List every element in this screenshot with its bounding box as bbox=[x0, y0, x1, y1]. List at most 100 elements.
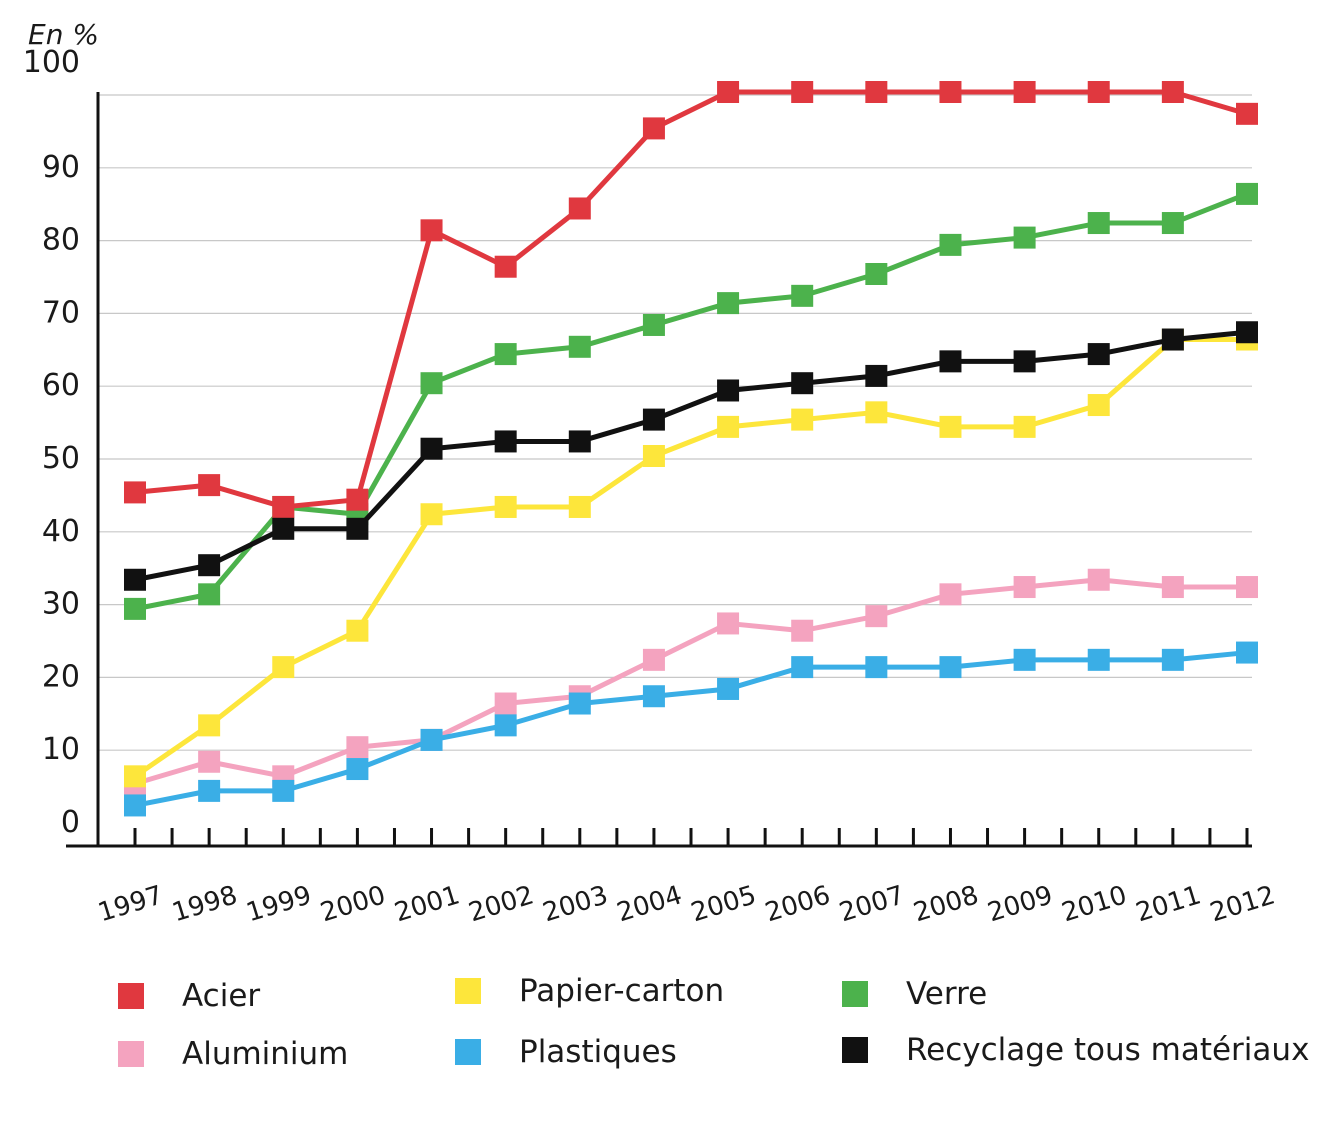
series-line-recyclage-tous-materiaux bbox=[134, 329, 1248, 583]
data-point-recyclage-tous-materiaux-2005 bbox=[717, 379, 740, 402]
x-tick-label-2000: 2000 bbox=[317, 880, 389, 928]
data-point-plastiques-2006 bbox=[791, 656, 814, 679]
data-point-recyclage-tous-materiaux-1998 bbox=[198, 554, 221, 577]
data-point-acier-2009 bbox=[1013, 81, 1036, 103]
data-point-aluminium-1998 bbox=[198, 750, 221, 773]
y-tick-label-50: 50 bbox=[42, 441, 80, 476]
data-point-aluminium-2002 bbox=[494, 692, 517, 715]
data-point-recyclage-tous-materiaux-2009 bbox=[1013, 350, 1036, 373]
x-tick-label-2008: 2008 bbox=[910, 880, 982, 928]
x-tick-label-2009: 2009 bbox=[984, 880, 1056, 928]
x-tick-label-2001: 2001 bbox=[391, 880, 463, 928]
y-tick-label-20: 20 bbox=[42, 659, 80, 694]
data-point-acier-2001 bbox=[420, 219, 443, 242]
data-point-papier-carton-2006 bbox=[791, 408, 814, 431]
data-point-verre-2011 bbox=[1161, 212, 1184, 235]
x-axis-ticks: 1997 1998 1999 2000 2001 2002 2003 2004 2005 2006… bbox=[95, 828, 1279, 928]
data-point-acier-2000 bbox=[346, 488, 369, 511]
data-point-verre-2009 bbox=[1013, 226, 1036, 249]
data-point-aluminium-2005 bbox=[717, 612, 740, 635]
data-point-acier-2008 bbox=[939, 81, 962, 103]
data-point-papier-carton-2002 bbox=[494, 495, 517, 518]
data-point-aluminium-2004 bbox=[642, 648, 665, 671]
data-point-acier-2003 bbox=[568, 197, 591, 220]
y-tick-label-10: 10 bbox=[42, 732, 80, 767]
data-point-recyclage-tous-materiaux-2002 bbox=[494, 430, 517, 453]
data-point-plastiques-2010 bbox=[1087, 648, 1110, 671]
x-tick-label-2006: 2006 bbox=[762, 880, 834, 928]
data-point-recyclage-tous-materiaux-2007 bbox=[865, 364, 888, 387]
y-tick-label-60: 60 bbox=[42, 368, 80, 403]
data-point-recyclage-tous-materiaux-2006 bbox=[791, 372, 814, 395]
data-point-recyclage-tous-materiaux-1999 bbox=[272, 517, 295, 540]
data-point-papier-carton-2008 bbox=[939, 415, 962, 438]
data-point-papier-carton-1999 bbox=[272, 656, 295, 679]
data-point-plastiques-1999 bbox=[272, 779, 295, 802]
y-tick-label-30: 30 bbox=[42, 587, 80, 622]
data-point-plastiques-2007 bbox=[865, 656, 888, 679]
data-point-aluminium-2012 bbox=[1236, 576, 1258, 599]
data-point-verre-2007 bbox=[865, 263, 888, 285]
data-point-verre-2006 bbox=[791, 284, 814, 307]
data-point-verre-2001 bbox=[420, 372, 443, 395]
data-point-plastiques-2000 bbox=[346, 758, 369, 781]
data-point-recyclage-tous-materiaux-1997 bbox=[124, 568, 146, 591]
data-point-plastiques-2012 bbox=[1236, 641, 1258, 664]
series-line-verre bbox=[134, 191, 1248, 612]
x-tick-label-2002: 2002 bbox=[465, 880, 537, 928]
x-tick-label-1998: 1998 bbox=[169, 880, 241, 928]
data-point-plastiques-2004 bbox=[642, 685, 665, 708]
x-tick-label-1999: 1999 bbox=[243, 880, 315, 928]
data-point-verre-2012 bbox=[1236, 182, 1258, 205]
data-point-aluminium-2008 bbox=[939, 583, 962, 606]
data-point-recyclage-tous-materiaux-2010 bbox=[1087, 343, 1110, 366]
data-point-papier-carton-2003 bbox=[568, 495, 591, 518]
y-axis-ticks: 0 10 20 30 40 50 60 70 80 90 100 bbox=[23, 45, 80, 840]
data-point-plastiques-1997 bbox=[124, 794, 146, 817]
y-tick-label-40: 40 bbox=[42, 514, 80, 549]
data-point-verre-2005 bbox=[717, 292, 740, 315]
data-point-recyclage-tous-materiaux-2012 bbox=[1236, 321, 1258, 344]
series-plastiques bbox=[124, 641, 1258, 817]
data-point-verre-1998 bbox=[198, 583, 221, 606]
data-point-papier-carton-2010 bbox=[1087, 394, 1110, 417]
y-tick-label-80: 80 bbox=[42, 223, 80, 258]
data-point-acier-2004 bbox=[642, 117, 665, 140]
data-point-papier-carton-2004 bbox=[642, 445, 665, 467]
data-point-recyclage-tous-materiaux-2011 bbox=[1161, 328, 1184, 351]
data-point-acier-2005 bbox=[717, 81, 740, 103]
data-point-verre-2008 bbox=[939, 233, 962, 256]
series-line-papier-carton bbox=[133, 337, 1247, 779]
y-tick-label-100: 100 bbox=[23, 45, 80, 80]
y-tick-label-0: 0 bbox=[61, 805, 80, 840]
data-point-acier-2002 bbox=[494, 255, 517, 278]
x-tick-label-2004: 2004 bbox=[614, 880, 686, 928]
data-point-plastiques-2005 bbox=[717, 677, 740, 700]
data-point-aluminium-2000 bbox=[346, 736, 369, 759]
data-point-acier-1999 bbox=[272, 495, 295, 518]
data-point-acier-2010 bbox=[1087, 81, 1110, 103]
data-point-acier-1997 bbox=[124, 481, 146, 504]
x-tick-label-2003: 2003 bbox=[539, 880, 611, 928]
series-acier bbox=[124, 81, 1258, 518]
x-tick-label-1997: 1997 bbox=[95, 880, 167, 928]
data-point-verre-2003 bbox=[568, 335, 591, 358]
data-point-acier-2012 bbox=[1236, 102, 1258, 125]
data-point-recyclage-tous-materiaux-2003 bbox=[568, 430, 591, 453]
series-line-aluminium bbox=[134, 577, 1247, 786]
y-tick-label-90: 90 bbox=[42, 150, 80, 185]
data-point-acier-2011 bbox=[1161, 81, 1184, 103]
data-point-aluminium-2011 bbox=[1161, 576, 1184, 599]
data-point-acier-1998 bbox=[198, 474, 221, 497]
data-point-aluminium-2006 bbox=[791, 619, 814, 642]
data-point-papier-carton-1998 bbox=[198, 714, 221, 737]
data-point-plastiques-2001 bbox=[420, 728, 443, 751]
y-tick-label-70: 70 bbox=[42, 295, 80, 330]
x-tick-label-2012: 2012 bbox=[1207, 880, 1279, 928]
data-point-aluminium-2010 bbox=[1087, 568, 1110, 591]
data-point-recyclage-tous-materiaux-2001 bbox=[420, 437, 443, 460]
series-line-plastiques bbox=[134, 650, 1248, 808]
data-point-plastiques-2002 bbox=[494, 714, 517, 737]
data-point-papier-carton-1997 bbox=[124, 765, 146, 788]
